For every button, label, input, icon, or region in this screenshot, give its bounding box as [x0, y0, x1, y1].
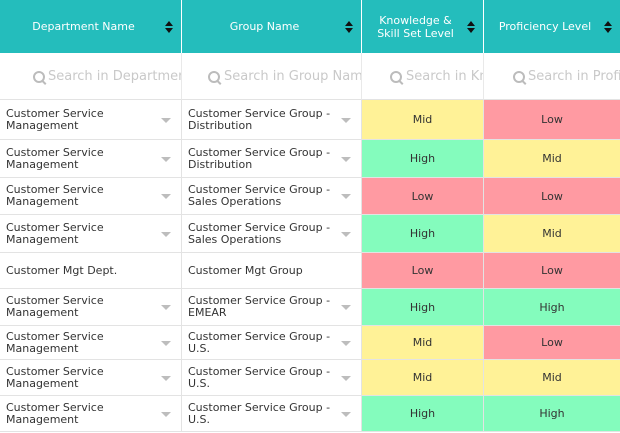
search-group-input[interactable] — [202, 65, 361, 87]
knowledge-level-cell[interactable]: Low — [362, 178, 484, 214]
department-cell[interactable]: Customer Service Management — [0, 326, 182, 359]
group-cell[interactable]: Customer Service Group - U.S. — [182, 396, 362, 431]
knowledge-level-cell[interactable]: High — [362, 396, 484, 431]
department-cell[interactable]: Customer Service Management — [0, 100, 182, 139]
dropdown-icon[interactable] — [161, 117, 171, 123]
table-body: Customer Service Management Customer Ser… — [0, 100, 620, 432]
column-header-label: Knowledge & Skill Set Level — [377, 13, 454, 40]
proficiency-level-cell[interactable]: Low — [484, 326, 620, 359]
table-row: Customer Service Management Customer Ser… — [0, 396, 620, 432]
column-header-knowledge[interactable]: Knowledge & Skill Set Level — [362, 0, 484, 53]
dropdown-icon[interactable] — [341, 156, 351, 162]
knowledge-level-cell[interactable]: Mid — [362, 326, 484, 359]
group-cell[interactable]: Customer Service Group - Distribution — [182, 100, 362, 139]
table-row: Customer Mgt Dept. Customer Mgt Group Lo… — [0, 253, 620, 289]
filter-cell-proficiency — [484, 53, 620, 100]
department-cell[interactable]: Customer Service Management — [0, 215, 182, 252]
header-row: Department Name Group Name Knowledge & S… — [0, 0, 620, 53]
proficiency-level-cell[interactable]: High — [484, 289, 620, 325]
dropdown-icon[interactable] — [161, 156, 171, 162]
dropdown-icon[interactable] — [341, 194, 351, 199]
group-cell[interactable]: Customer Service Group - U.S. — [182, 360, 362, 395]
dropdown-icon[interactable] — [161, 375, 171, 381]
column-header-label: Proficiency Level — [498, 20, 592, 33]
group-cell[interactable]: Customer Service Group - Distribution — [182, 140, 362, 177]
column-header-label: Group Name — [229, 20, 300, 33]
group-cell[interactable]: Customer Mgt Group — [182, 253, 362, 288]
column-header-department[interactable]: Department Name — [0, 0, 182, 53]
search-department-input[interactable] — [26, 65, 181, 87]
department-cell[interactable]: Customer Service Management — [0, 360, 182, 395]
table-row: Customer Service Management Customer Ser… — [0, 100, 620, 140]
dropdown-icon[interactable] — [341, 411, 351, 417]
search-proficiency-input[interactable] — [506, 65, 620, 87]
filter-cell-department — [0, 53, 182, 100]
filter-cell-knowledge — [362, 53, 484, 100]
column-header-proficiency[interactable]: Proficiency Level — [484, 0, 620, 53]
proficiency-level-cell[interactable]: Low — [484, 100, 620, 139]
dropdown-icon[interactable] — [341, 231, 351, 237]
department-cell[interactable]: Customer Service Management — [0, 289, 182, 325]
proficiency-level-cell[interactable]: Low — [484, 253, 620, 288]
knowledge-level-cell[interactable]: Mid — [362, 360, 484, 395]
table-row: Customer Service Management Customer Ser… — [0, 326, 620, 360]
proficiency-level-cell[interactable]: High — [484, 396, 620, 431]
dropdown-icon[interactable] — [161, 411, 171, 417]
dropdown-icon[interactable] — [341, 340, 351, 346]
search-knowledge-input[interactable] — [384, 65, 483, 87]
table-row: Customer Service Management Customer Ser… — [0, 215, 620, 253]
group-cell[interactable]: Customer Service Group - U.S. — [182, 326, 362, 359]
dropdown-icon[interactable] — [161, 231, 171, 237]
column-header-label: Department Name — [32, 20, 135, 33]
proficiency-level-cell[interactable]: Low — [484, 178, 620, 214]
dropdown-icon[interactable] — [341, 375, 351, 381]
table-row: Customer Service Management Customer Ser… — [0, 289, 620, 326]
dropdown-icon[interactable] — [161, 194, 171, 199]
sort-icon[interactable] — [467, 21, 475, 33]
dropdown-icon[interactable] — [341, 117, 351, 123]
sort-icon[interactable] — [604, 21, 612, 33]
sort-icon[interactable] — [345, 21, 353, 33]
knowledge-level-cell[interactable]: High — [362, 289, 484, 325]
knowledge-level-cell[interactable]: Low — [362, 253, 484, 288]
group-cell[interactable]: Customer Service Group - Sales Operation… — [182, 178, 362, 214]
department-cell[interactable]: Customer Service Management — [0, 140, 182, 177]
table-row: Customer Service Management Customer Ser… — [0, 178, 620, 215]
dropdown-icon[interactable] — [161, 340, 171, 346]
filter-row — [0, 53, 620, 100]
proficiency-level-cell[interactable]: Mid — [484, 215, 620, 252]
group-cell[interactable]: Customer Service Group - EMEAR — [182, 289, 362, 325]
department-cell[interactable]: Customer Service Management — [0, 178, 182, 214]
proficiency-level-cell[interactable]: Mid — [484, 140, 620, 177]
knowledge-level-cell[interactable]: High — [362, 215, 484, 252]
department-cell[interactable]: Customer Mgt Dept. — [0, 253, 182, 288]
proficiency-level-cell[interactable]: Mid — [484, 360, 620, 395]
table-row: Customer Service Management Customer Ser… — [0, 360, 620, 396]
dropdown-icon[interactable] — [341, 305, 351, 310]
knowledge-level-cell[interactable]: Mid — [362, 100, 484, 139]
dropdown-icon[interactable] — [161, 305, 171, 310]
knowledge-level-cell[interactable]: High — [362, 140, 484, 177]
group-cell[interactable]: Customer Service Group - Sales Operation… — [182, 215, 362, 252]
department-cell[interactable]: Customer Service Management — [0, 396, 182, 431]
table-row: Customer Service Management Customer Ser… — [0, 140, 620, 178]
filter-cell-group — [182, 53, 362, 100]
column-header-group[interactable]: Group Name — [182, 0, 362, 53]
sort-icon[interactable] — [165, 21, 173, 33]
